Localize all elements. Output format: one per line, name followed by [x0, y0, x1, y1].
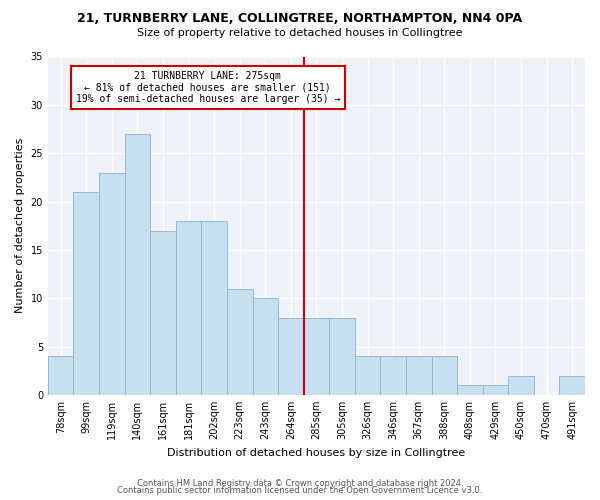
Text: 21, TURNBERRY LANE, COLLINGTREE, NORTHAMPTON, NN4 0PA: 21, TURNBERRY LANE, COLLINGTREE, NORTHAM… [77, 12, 523, 26]
Text: Contains HM Land Registry data © Crown copyright and database right 2024.: Contains HM Land Registry data © Crown c… [137, 478, 463, 488]
Text: Contains public sector information licensed under the Open Government Licence v3: Contains public sector information licen… [118, 486, 482, 495]
Bar [125, 134, 150, 395]
Bar [559, 376, 585, 395]
Bar [508, 376, 534, 395]
X-axis label: Distribution of detached houses by size in Collingtree: Distribution of detached houses by size … [167, 448, 466, 458]
Bar [227, 288, 253, 395]
Bar [355, 356, 380, 395]
Bar [48, 356, 73, 395]
Y-axis label: Number of detached properties: Number of detached properties [15, 138, 25, 314]
Bar [406, 356, 431, 395]
Bar [150, 230, 176, 395]
Text: Size of property relative to detached houses in Collingtree: Size of property relative to detached ho… [137, 28, 463, 38]
Bar [329, 318, 355, 395]
Bar [176, 221, 202, 395]
Bar [457, 386, 482, 395]
Bar [304, 318, 329, 395]
Bar [202, 221, 227, 395]
Bar [431, 356, 457, 395]
Bar [99, 172, 125, 395]
Text: 21 TURNBERRY LANE: 275sqm
← 81% of detached houses are smaller (151)
19% of semi: 21 TURNBERRY LANE: 275sqm ← 81% of detac… [76, 71, 340, 104]
Bar [482, 386, 508, 395]
Bar [380, 356, 406, 395]
Bar [278, 318, 304, 395]
Bar [73, 192, 99, 395]
Bar [253, 298, 278, 395]
